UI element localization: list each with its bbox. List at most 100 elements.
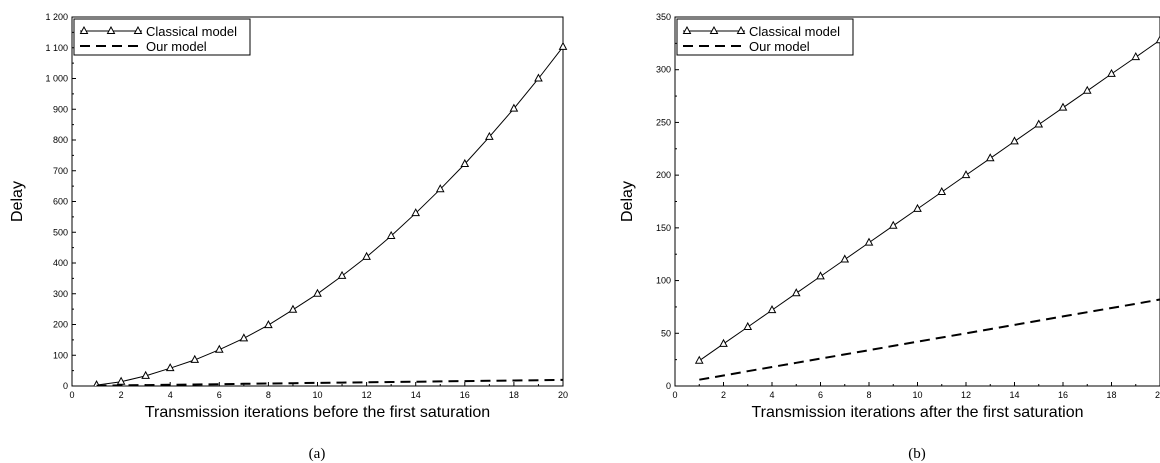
chart-b-classical-model-point	[1155, 35, 1160, 44]
chart-b-x-axis-title: Transmission iterations after the first …	[752, 404, 1084, 421]
chart-b-y-axis-title: Delay	[619, 181, 636, 222]
chart-b-classical-model-point	[791, 288, 801, 297]
chart-a-classical-model-point	[337, 270, 347, 279]
chart-b-legend-triangle-marker	[682, 25, 692, 34]
chart-a-classical-model-point	[264, 320, 273, 329]
chart-a-y-tick-label: 1 000	[45, 74, 68, 84]
chart-b-classical-model-point	[985, 153, 995, 162]
chart-b-classical-model-point	[913, 203, 922, 212]
chart-a-classical-model-point	[435, 184, 445, 193]
chart-a-legend-triangle-marker	[106, 25, 116, 34]
chart-b-y-tick-label: 250	[656, 117, 671, 127]
chart-a-y-tick-label: 200	[53, 320, 68, 330]
chart-a-classical-model-point	[386, 230, 396, 239]
chart-a-y-tick-label: 800	[53, 135, 68, 145]
chart-b-x-tick-label: 8	[866, 390, 871, 400]
chart-a-y-axis-title: Delay	[9, 181, 26, 222]
chart-a-series-area	[93, 41, 568, 386]
chart-a-classical-model-point	[558, 41, 568, 50]
chart-b-legend-our-model-label: Our model	[749, 39, 810, 54]
chart-b-classical-model-point	[816, 271, 825, 280]
chart-a-x-tick-label: 4	[168, 390, 173, 400]
chart-b-classical-model-point	[1034, 119, 1044, 128]
chart-a-classical-model-point	[288, 304, 298, 313]
chart-b-classical-model-point	[1131, 52, 1141, 61]
chart-b-classical-model-point	[937, 186, 947, 196]
chart-a-classical-model-point	[362, 251, 371, 260]
chart-a-y-tick-label: 0	[63, 381, 68, 391]
chart-a-legend-our-model-label: Our model	[146, 39, 207, 54]
chart-a-legend-classical-label: Classical model	[146, 24, 237, 39]
chart-a-legend-triangle-marker	[79, 25, 89, 34]
chart-a-classical-model-point	[141, 370, 150, 379]
chart-a-classical-model-line	[96, 46, 564, 386]
chart-b-classical-model-point	[1107, 68, 1116, 77]
chart-b-classical-model-point	[888, 220, 898, 229]
chart-a-x-tick-label: 0	[69, 390, 74, 400]
chart-a-classical-model-point	[116, 376, 126, 385]
chart-b-x-tick-label: 12	[961, 390, 971, 400]
chart-a: 0 2 4 6 8 10 12 14 16 18 2001002003004005006007008…	[9, 12, 568, 462]
chart-b-x-tick-label: 18	[1106, 390, 1116, 400]
chart-b-y-tick-label: 0	[666, 381, 671, 391]
chart-b-legend-triangle-marker	[736, 25, 746, 34]
chart-a-classical-model-point	[509, 103, 519, 112]
chart-a-y-tick-label: 500	[53, 227, 68, 237]
chart-b-x-tick-label: 10	[912, 390, 922, 400]
chart-b-classical-model-point	[719, 338, 728, 347]
chart-a-classical-model-point	[214, 344, 224, 353]
chart-b-classical-model-point	[1082, 85, 1092, 94]
chart-b-x-tick-label: 0	[672, 390, 677, 400]
chart-b-y-tick-label: 50	[661, 328, 671, 338]
chart-a-y-tick-label: 100	[53, 350, 68, 360]
chart-b-legend-box	[676, 18, 854, 56]
chart-a-x-axis-title: Transmission iterations before the first…	[145, 404, 490, 421]
chart-b: 02468101214161820050100150200250300350Tr…	[619, 12, 1160, 462]
chart-a-x-tick-label: 12	[362, 390, 372, 400]
chart-a-legend-box	[73, 18, 251, 56]
chart-b-y-tick-label: 350	[656, 12, 671, 22]
chart-b-legend-classical-label: Classical model	[749, 24, 840, 39]
chart-b-classical-model-point	[961, 170, 971, 179]
chart-b-classical-model-point	[1058, 102, 1068, 111]
chart-a-y-tick-label: 900	[53, 104, 68, 114]
chart-a-legend-triangle-marker	[133, 25, 143, 34]
chart-a-x-tick-label: 18	[509, 390, 519, 400]
chart-a-plot-frame	[71, 16, 564, 387]
chart-a-x-tick-label: 10	[312, 390, 322, 400]
chart-b-classical-model-point	[1010, 136, 1019, 145]
chart-b-y-tick-label: 100	[656, 276, 671, 286]
chart-a-x-tick-label: 14	[411, 390, 421, 400]
chart-b-x-tick-label: 20	[1155, 390, 1160, 400]
chart-b-x-tick-label: 4	[769, 390, 774, 400]
chart-b-x-tick-label: 2	[721, 390, 726, 400]
chart-b-caption: (b)	[908, 446, 926, 462]
chart-b-classical-model-point	[864, 237, 874, 246]
chart-a-x-tick-label: 2	[119, 390, 124, 400]
chart-b-x-tick-label: 14	[1009, 390, 1019, 400]
chart-a-x-tick-label: 6	[217, 390, 222, 400]
chart-a-x-tick-label: 16	[460, 390, 470, 400]
chart-b-plot-frame	[674, 16, 1160, 387]
chart-a-x-tick-label: 20	[558, 390, 568, 400]
chart-a-y-tick-label: 600	[53, 197, 68, 207]
chart-a-classical-model-point	[313, 288, 322, 297]
chart-b-y-tick-label: 300	[656, 65, 671, 75]
chart-a-y-tick-label: 300	[53, 289, 68, 299]
chart-a-y-tick-label: 700	[53, 166, 68, 176]
chart-b-classical-model-point	[767, 305, 777, 314]
chart-b-series-area	[694, 35, 1160, 381]
chart-b-y-tick-label: 200	[656, 170, 671, 180]
chart-b-x-tick-label: 16	[1058, 390, 1068, 400]
chart-b-our-model-line	[699, 298, 1160, 381]
chart-a-classical-model-point	[485, 131, 494, 140]
chart-a-classical-model-point	[411, 208, 421, 217]
chart-a-x-tick-label: 8	[266, 390, 271, 400]
chart-a-classical-model-point	[165, 363, 175, 372]
chart-a-y-tick-label: 1 100	[45, 43, 68, 53]
chart-b-classical-model-point	[840, 254, 850, 263]
chart-a-classical-model-point	[460, 158, 470, 167]
